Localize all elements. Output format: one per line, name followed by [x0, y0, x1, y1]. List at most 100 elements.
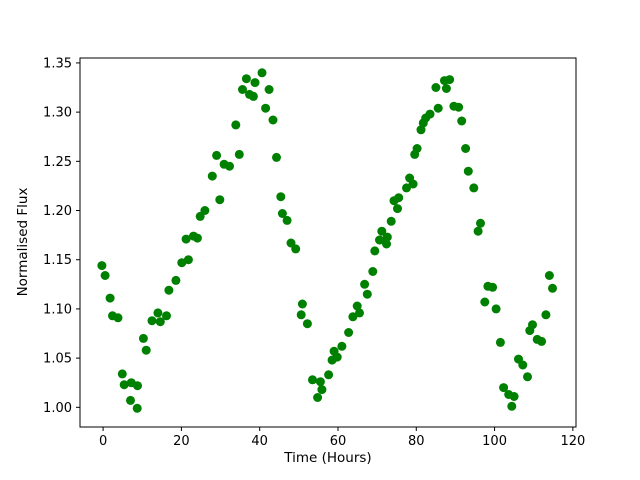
- axis-tick-labels: 0 20 40 60 80 100 120 1.00 1.05 1.10 1.15 1.20 1.25 1…: [43, 56, 585, 449]
- data-point: [324, 370, 334, 380]
- data-point: [480, 297, 490, 307]
- data-point: [313, 393, 323, 402]
- data-point: [461, 144, 471, 153]
- data-point: [488, 282, 498, 292]
- data-point: [499, 383, 509, 393]
- data-point: [332, 352, 342, 362]
- x-tick-label: 40: [251, 434, 268, 449]
- data-point: [276, 192, 286, 202]
- data-point: [315, 377, 325, 387]
- data-point: [355, 308, 364, 318]
- y-tick-label: 1.35: [43, 56, 72, 71]
- data-point: [234, 149, 244, 159]
- data-point: [171, 275, 181, 285]
- data-point: [377, 226, 387, 236]
- data-point: [250, 78, 260, 88]
- data-points-group: [97, 68, 557, 413]
- data-point: [523, 372, 532, 382]
- data-point: [192, 233, 202, 243]
- data-point: [282, 215, 292, 225]
- data-point: [257, 68, 267, 78]
- data-point: [264, 85, 274, 94]
- data-point: [518, 360, 528, 370]
- data-point: [231, 120, 241, 130]
- data-point: [370, 246, 380, 256]
- data-point: [402, 183, 411, 193]
- data-point: [463, 166, 473, 176]
- data-point: [241, 74, 251, 84]
- data-point: [431, 83, 441, 92]
- data-point: [509, 392, 519, 401]
- data-point: [200, 206, 210, 215]
- x-tick-label: 0: [99, 434, 107, 449]
- data-point: [337, 341, 347, 351]
- y-axis-label: Normalised Flux: [15, 188, 31, 297]
- data-point: [360, 279, 370, 289]
- data-point: [457, 116, 467, 126]
- data-point: [445, 75, 455, 85]
- data-point: [382, 239, 391, 249]
- x-axis-label: Time (Hours): [283, 450, 371, 466]
- data-point: [277, 209, 287, 218]
- data-point: [113, 313, 123, 323]
- data-point: [238, 85, 247, 94]
- data-point: [416, 125, 426, 135]
- data-point: [507, 401, 517, 411]
- data-point: [548, 283, 557, 293]
- data-point: [272, 152, 281, 162]
- data-point: [408, 179, 418, 189]
- data-point: [268, 115, 278, 125]
- data-point: [541, 310, 551, 320]
- data-point: [119, 380, 129, 390]
- data-point: [476, 218, 485, 228]
- data-point: [97, 261, 107, 271]
- y-tick-label: 1.25: [43, 155, 72, 170]
- data-point: [368, 267, 378, 276]
- data-point: [138, 333, 148, 343]
- data-point: [147, 316, 157, 326]
- data-point: [141, 345, 151, 355]
- x-tick-label: 80: [408, 434, 425, 449]
- data-point: [362, 289, 372, 299]
- data-point: [212, 150, 222, 160]
- data-point: [302, 319, 312, 329]
- data-point: [375, 235, 384, 245]
- y-tick-label: 1.10: [43, 302, 72, 317]
- data-point: [394, 193, 404, 203]
- data-point: [126, 395, 135, 405]
- data-point: [352, 301, 362, 311]
- data-point: [382, 232, 392, 242]
- data-point: [105, 293, 115, 303]
- data-point: [207, 171, 217, 181]
- data-point: [164, 285, 174, 295]
- data-point: [433, 103, 443, 113]
- data-point: [537, 336, 547, 346]
- data-point: [473, 226, 483, 236]
- data-point: [162, 311, 171, 321]
- y-tick-label: 1.05: [43, 352, 72, 367]
- data-point: [297, 299, 307, 309]
- x-tick-label: 60: [330, 434, 347, 449]
- data-point: [133, 381, 142, 391]
- data-point: [441, 84, 451, 93]
- data-point: [215, 195, 225, 205]
- data-point: [248, 91, 258, 101]
- x-tick-label: 100: [482, 434, 507, 449]
- data-point: [132, 403, 142, 413]
- data-point: [425, 109, 435, 119]
- data-point: [544, 271, 554, 280]
- axis-tick-marks: [76, 62, 574, 431]
- data-point: [291, 244, 301, 254]
- data-point: [469, 183, 479, 193]
- data-point: [344, 328, 354, 337]
- data-point: [386, 216, 396, 226]
- data-point: [412, 144, 422, 153]
- data-point: [495, 337, 505, 347]
- data-point: [261, 103, 271, 113]
- data-point: [454, 102, 464, 112]
- data-point: [528, 320, 537, 330]
- x-tick-label: 20: [173, 434, 190, 449]
- plot-area-border: [79, 57, 577, 428]
